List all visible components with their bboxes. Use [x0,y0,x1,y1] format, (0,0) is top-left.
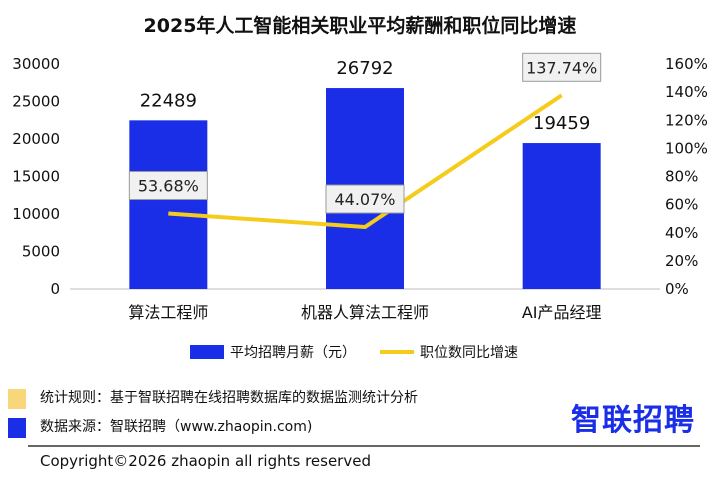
left-tick-label: 20000 [12,130,60,148]
source-note: 数据来源：智联招聘（www.zhaopin.com) [40,419,312,435]
rule-note-marker [8,389,26,409]
category-labels: 算法工程师 机器人算法工程师 AI产品经理 [128,303,601,322]
left-axis: 0 5000 10000 15000 20000 25000 30000 [12,55,60,298]
left-tick-label: 30000 [12,55,60,73]
line-value-box [128,171,208,201]
right-tick-label: 100% [665,139,708,157]
bar-value-label: 19459 [533,113,590,134]
line-value-label: 53.68% [138,177,199,196]
left-tick-label: 5000 [22,243,60,261]
category-label: 算法工程师 [128,303,208,322]
line-value-labels: 53.68% 44.07% 137.74% [128,52,602,214]
category-label: 机器人算法工程师 [301,303,429,322]
right-tick-label: 40% [665,224,698,242]
legend-bar-label: 平均招聘月薪（元） [230,345,356,361]
line-value-label: 44.07% [334,190,395,209]
line-value-box [522,52,602,82]
right-tick-label: 80% [665,168,698,186]
legend-line-label: 职位数同比增速 [420,345,518,361]
left-tick-label: 10000 [12,205,60,223]
right-tick-label: 120% [665,111,708,129]
bar-value-label: 22489 [140,90,197,111]
right-tick-label: 60% [665,196,698,214]
bar [129,120,208,290]
right-axis: 0% 20% 40% 60% 80% 100% 120% 140% 160% [665,55,708,298]
left-tick-label: 15000 [12,168,60,186]
right-tick-label: 140% [665,83,708,101]
line-value-box [325,184,405,214]
rule-note: 统计规则：基于智联招聘在线招聘数据库的数据监测统计分析 [40,389,418,406]
copyright-text: Copyright©2026 zhaopin all rights reserv… [40,452,371,470]
left-tick-label: 25000 [12,93,60,111]
legend-bar-swatch [190,345,224,359]
line-value-label: 137.74% [526,58,597,77]
category-label: AI产品经理 [522,303,602,322]
line-series [168,93,563,230]
right-tick-label: 0% [665,280,689,298]
bar-value-labels: 22489 26792 19459 [140,58,591,134]
right-tick-label: 20% [665,252,698,270]
legend: 平均招聘月薪（元） 职位数同比增速 [190,345,518,361]
line-path [168,93,563,230]
right-tick-label: 160% [665,55,708,73]
zhaopin-logo: 智联招聘 [571,403,695,438]
chart-title: 2025年人工智能相关职业平均薪酬和职位同比增速 [144,14,577,37]
bar [522,143,601,289]
source-note-marker [8,418,26,438]
left-tick-label: 0 [50,280,60,298]
bar-value-label: 26792 [336,58,393,79]
